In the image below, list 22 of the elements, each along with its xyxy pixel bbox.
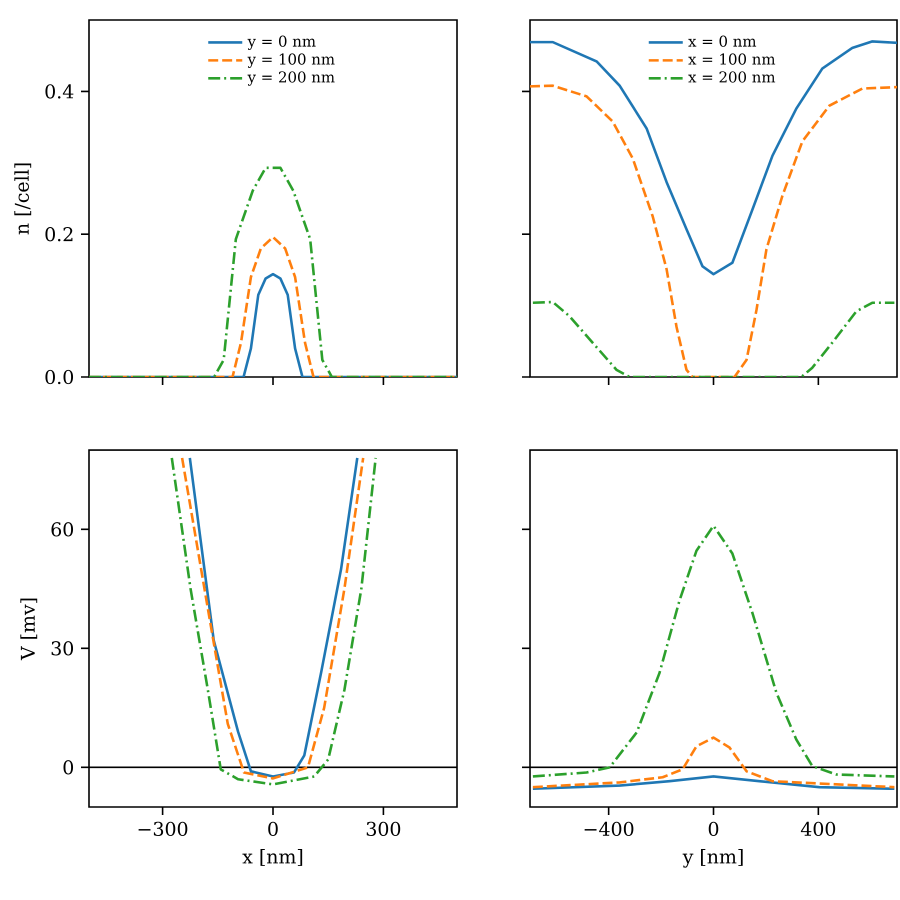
- legend-label: y = 200 nm: [248, 71, 335, 86]
- x-tick-label: 400: [800, 822, 836, 836]
- y-tick-label: 60: [51, 522, 74, 537]
- x-tick-label: −400: [584, 822, 634, 836]
- x-tick-label: 300: [366, 822, 400, 836]
- x-tick-label: 0: [708, 822, 718, 836]
- y-axis-title: n [/cell]: [14, 164, 32, 234]
- legend-label: x = 0 nm: [688, 36, 756, 47]
- y-tick-label: 30: [52, 641, 74, 656]
- legend-label: y = 0 nm: [248, 36, 316, 50]
- x-tick-label: −300: [138, 822, 188, 836]
- y-tick-label: 0.0: [45, 370, 74, 384]
- y-axis-title: V [mv]: [20, 598, 38, 660]
- x-axis-title: x [nm]: [242, 849, 302, 866]
- x-axis-title: y [nm]: [682, 849, 743, 868]
- y-tick-label: 0: [64, 760, 74, 775]
- legend-label: x = 100 nm: [688, 53, 776, 65]
- x-tick-label: 0: [268, 822, 278, 836]
- y-tick-label: 0.2: [45, 227, 72, 242]
- y-tick-label: 0.4: [45, 84, 74, 99]
- legend-label: x = 200 nm: [688, 71, 776, 83]
- legend-label: y = 100 nm: [248, 53, 335, 68]
